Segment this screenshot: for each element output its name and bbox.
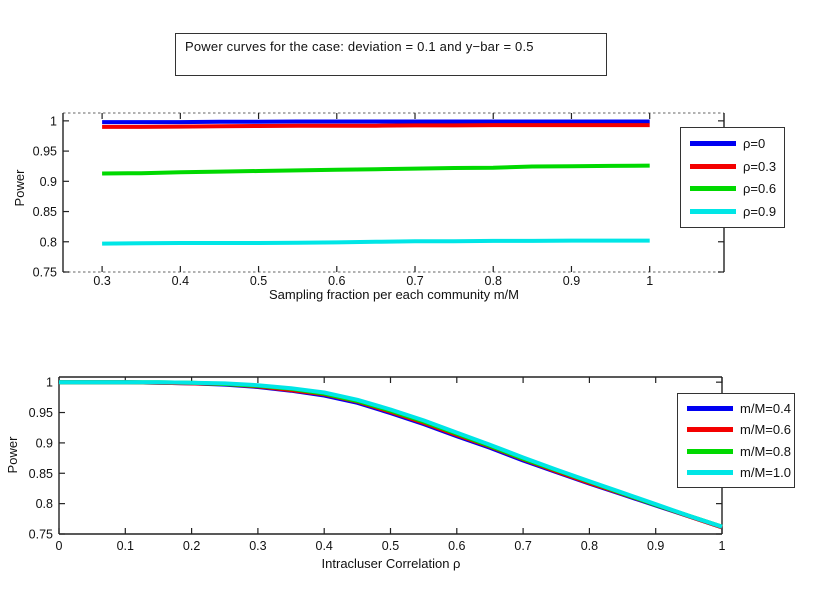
top-plot-ylabel: Power xyxy=(12,169,27,207)
y-tick-label: 0.9 xyxy=(40,175,57,189)
series-line-0 xyxy=(102,119,650,125)
series-line-3 xyxy=(59,380,723,529)
legend-item-label: ρ=0.3 xyxy=(743,158,777,174)
x-tick-label: 0.6 xyxy=(448,539,465,553)
series-line-3 xyxy=(102,238,650,246)
figure-title: Power curves for the case: deviation = 0… xyxy=(185,39,534,54)
legend-item-label: m/M=0.8 xyxy=(740,443,791,459)
legend-line-swatch xyxy=(690,209,736,215)
legend-line-swatch xyxy=(687,406,733,412)
x-tick-label: 0.4 xyxy=(172,274,189,288)
series-line-2 xyxy=(59,380,723,529)
legend-line-swatch xyxy=(687,427,733,433)
x-tick-label: 0 xyxy=(56,539,63,553)
legend-item: ρ=0.9 xyxy=(690,204,784,219)
y-tick-label: 0.85 xyxy=(33,205,57,219)
legend-item-label: m/M=0.6 xyxy=(740,422,791,438)
y-tick-label: 0.95 xyxy=(33,145,57,159)
x-tick-label: 0.9 xyxy=(647,539,664,553)
y-tick-label: 1 xyxy=(50,114,57,128)
legend-item: m/M=0.4 xyxy=(687,401,794,416)
x-tick-label: 0.4 xyxy=(316,539,333,553)
legend-line-swatch xyxy=(687,469,733,475)
series-line-1 xyxy=(102,123,650,129)
power-vs-sampling-fraction-plot: 0.3 0.4 0.5 0.6 0.7 0.8 0.9 1 0.75 0.8 0.85 0.9 0.95… xyxy=(33,112,725,288)
bottom-plot-ylabel: Power xyxy=(5,436,20,474)
x-tick-label: 1 xyxy=(719,539,726,553)
x-tick-label: 0.3 xyxy=(249,539,266,553)
top-plot-xlabel: Sampling fraction per each community m/M xyxy=(269,287,519,302)
bottom-plot-xlabel: Intracluser Correlation ρ xyxy=(321,556,461,571)
power-vs-intracluster-correlation-plot: 0 0.1 0.2 0.3 0.4 0.5 0.6 0.7 0.8 0.9 1 0.75 0.8 0.85… xyxy=(29,376,726,553)
x-tick-label: 0.9 xyxy=(563,274,580,288)
legend-item-label: ρ=0.6 xyxy=(743,181,777,197)
legend-line-swatch xyxy=(690,140,736,146)
legend-item: ρ=0.3 xyxy=(690,159,784,174)
x-tick-label: 0.7 xyxy=(406,274,423,288)
y-tick-label: 0.85 xyxy=(29,467,53,481)
bottom-plot-legend: m/M=0.4 m/M=0.6 m/M=0.8 m/M=1.0 xyxy=(677,393,795,488)
y-tick-label: 0.8 xyxy=(40,235,57,249)
series-line-1 xyxy=(59,380,723,530)
legend-item-label: m/M=1.0 xyxy=(740,464,791,480)
y-tick-label: 0.9 xyxy=(36,436,53,450)
legend-item: ρ=0 xyxy=(690,136,784,151)
x-tick-label: 0.8 xyxy=(485,274,502,288)
x-tick-label: 0.8 xyxy=(581,539,598,553)
legend-line-swatch xyxy=(690,186,736,192)
y-tick-label: 0.75 xyxy=(29,528,53,542)
y-tick-label: 0.75 xyxy=(33,266,57,280)
x-tick-label: 1 xyxy=(646,274,653,288)
x-tick-label: 0.6 xyxy=(328,274,345,288)
legend-item-label: ρ=0 xyxy=(743,135,766,151)
legend-item: m/M=1.0 xyxy=(687,465,794,480)
figure-title-box: Power curves for the case: deviation = 0… xyxy=(175,33,607,76)
x-tick-label: 0.3 xyxy=(93,274,110,288)
x-tick-label: 0.2 xyxy=(183,539,200,553)
top-plot-legend: ρ=0 ρ=0.3 ρ=0.6 ρ=0.9 xyxy=(680,127,785,228)
series-line-2 xyxy=(102,163,650,176)
x-tick-label: 0.1 xyxy=(117,539,134,553)
legend-item: ρ=0.6 xyxy=(690,181,784,196)
legend-item-label: ρ=0.9 xyxy=(743,204,777,220)
legend-item: m/M=0.6 xyxy=(687,422,794,437)
x-tick-label: 0.5 xyxy=(382,539,399,553)
x-tick-label: 0.7 xyxy=(514,539,531,553)
x-tick-label: 0.5 xyxy=(250,274,267,288)
series-line-0 xyxy=(59,380,723,530)
y-tick-label: 0.8 xyxy=(36,497,53,511)
y-tick-label: 1 xyxy=(46,376,53,390)
legend-line-swatch xyxy=(690,163,736,169)
legend-line-swatch xyxy=(687,448,733,454)
legend-item-label: m/M=0.4 xyxy=(740,401,791,417)
y-tick-label: 0.95 xyxy=(29,406,53,420)
legend-item: m/M=0.8 xyxy=(687,444,794,459)
